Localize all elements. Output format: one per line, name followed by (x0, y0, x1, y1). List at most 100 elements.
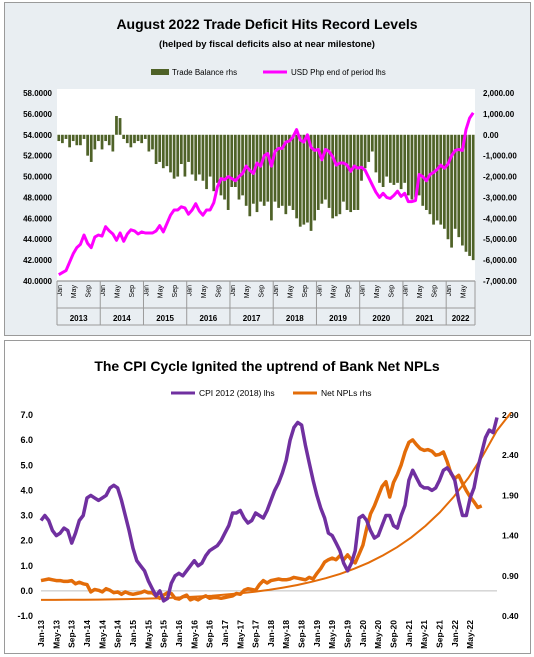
trade-balance-bar (435, 134, 439, 221)
trade-balance-bar (147, 134, 151, 152)
x-year-label: 2018 (286, 314, 304, 323)
trade-balance-bar (327, 134, 331, 208)
trade-balance-bar (143, 134, 147, 139)
trade-balance-bar (219, 134, 223, 196)
x-year-label: 2019 (329, 314, 347, 323)
x-tick-label: Sep-18 (297, 620, 307, 648)
trade-balance-bar (410, 134, 414, 200)
y-left-tick-label: 1.0 (20, 561, 33, 571)
x-month-tick-label: Jan (143, 285, 150, 296)
y-right-tick-label: 2.90 (502, 410, 519, 420)
trade-chart-panel: August 2022 Trade Deficit Hits Record Le… (4, 2, 531, 336)
trade-balance-bar (334, 134, 338, 217)
trade-balance-bar (367, 134, 371, 162)
trade-balance-bar (302, 134, 306, 225)
x-year-label: 2015 (156, 314, 174, 323)
x-tick-label: Jan-14 (82, 620, 92, 647)
trade-balance-bar (133, 134, 136, 144)
x-month-tick-label: May (374, 285, 381, 299)
x-month-tick-label: Jan (273, 285, 280, 296)
trade-balance-bar (385, 134, 389, 177)
trade-balance-bar (468, 134, 471, 256)
trade-balance-bar (104, 134, 108, 142)
x-month-tick-label: May (244, 285, 251, 299)
trade-balance-bar (259, 134, 262, 202)
x-tick-label: Sep-19 (343, 620, 353, 648)
trade-balance-bar (82, 134, 86, 139)
trade-balance-bar (68, 134, 71, 148)
y-left-tick-label: -1.0 (17, 611, 33, 621)
trade-balance-bar (360, 134, 363, 181)
trade-balance-bar (118, 118, 122, 135)
trade-balance-bar (61, 134, 64, 144)
trade-balance-bar (370, 134, 374, 152)
x-tick-label: Jan-17 (220, 620, 230, 647)
y-left-tick-label: 40.0000 (23, 277, 52, 286)
trade-balance-bar (154, 134, 158, 165)
trade-balance-bar (461, 134, 464, 246)
trade-balance-bar (79, 134, 82, 146)
x-month-tick-label: May (331, 285, 338, 299)
x-month-tick-label: Jan (230, 285, 237, 296)
trade-balance-bar (75, 134, 79, 146)
x-year-label: 2021 (416, 314, 434, 323)
trade-balance-bar (338, 134, 342, 215)
y-right-tick-label: -2,000.00 (483, 173, 517, 182)
trade-balance-bar (86, 134, 89, 156)
x-month-tick-label: Sep (129, 285, 136, 298)
trade-balance-bar (464, 134, 468, 252)
x-tick-label: Sep-15 (159, 620, 169, 648)
trade-balance-bar (424, 134, 428, 210)
trade-balance-bar (457, 134, 461, 238)
trade-balance-bar (378, 134, 381, 183)
trade-balance-bar (187, 134, 190, 162)
trade-balance-bar (313, 134, 317, 221)
x-month-tick-label: May (201, 285, 208, 299)
y-left-tick-label: 4.0 (20, 485, 33, 495)
trade-balance-bar (298, 134, 302, 227)
x-month-tick-label: Sep (259, 285, 266, 298)
y-right-tick-label: -3,000.00 (483, 193, 517, 202)
trade-balance-bar (241, 134, 244, 196)
npl-trend-line (41, 411, 512, 601)
x-tick-label: May-22 (465, 620, 475, 649)
trade-balance-bar (331, 134, 335, 219)
trade-balance-bar (421, 134, 425, 206)
trade-balance-bar (226, 134, 230, 210)
y-right-tick-label: 0.40 (502, 611, 519, 621)
trade-balance-bar (89, 134, 93, 162)
x-tick-label: Jan-15 (128, 620, 138, 647)
trade-balance-bar (345, 134, 349, 210)
trade-balance-bar (446, 134, 450, 240)
trade-balance-bar (381, 134, 385, 187)
cpi-npl-chart-panel: The CPI Cycle Ignited the uptrend of Ban… (4, 340, 531, 654)
trade-balance-bar (140, 134, 144, 144)
y-left-tick-label: 42.0000 (23, 256, 52, 265)
y-left-tick-label: 7.0 (20, 410, 33, 420)
y-right-tick-label: 1.40 (502, 531, 519, 541)
y-right-tick-label: 1.90 (502, 490, 519, 500)
x-month-tick-label: Jan (187, 285, 194, 296)
trade-balance-bar (172, 134, 176, 179)
trade-balance-bar (291, 134, 295, 210)
trade-balance-bar (64, 134, 68, 139)
chart-title: The CPI Cycle Ignited the uptrend of Ban… (94, 358, 440, 374)
y-left-tick-label: 58.0000 (23, 89, 52, 98)
y-left-tick-label: 3.0 (20, 511, 33, 521)
x-month-tick-label: May (460, 285, 467, 299)
trade-balance-bar (161, 134, 165, 169)
x-month-tick-label: Sep (388, 285, 395, 298)
trade-balance-bar (342, 134, 345, 202)
trade-balance-bar (324, 134, 327, 200)
trade-balance-bar (280, 134, 284, 206)
trade-balance-bar (111, 134, 115, 152)
trade-balance-bar (284, 134, 288, 215)
x-month-tick-label: Jan (57, 285, 64, 296)
x-tick-label: May-13 (51, 620, 61, 649)
trade-balance-bar (158, 134, 162, 162)
trade-balance-bar (374, 134, 378, 173)
cpi-npl-chart: The CPI Cycle Ignited the uptrend of Ban… (17, 358, 519, 649)
trade-balance-bar (165, 134, 169, 167)
trade-balance-bar (237, 134, 241, 200)
trade-balance-bar (212, 134, 216, 192)
